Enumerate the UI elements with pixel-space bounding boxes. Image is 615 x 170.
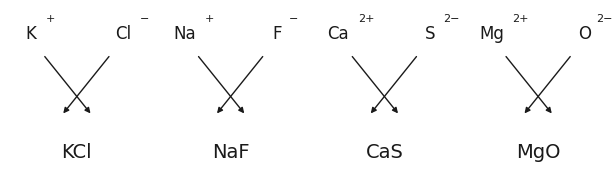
- Text: −: −: [140, 14, 149, 24]
- Text: 2+: 2+: [512, 14, 529, 24]
- Text: F: F: [272, 25, 282, 43]
- Text: MgO: MgO: [516, 143, 560, 163]
- Text: O: O: [577, 25, 591, 43]
- Text: −: −: [289, 14, 298, 24]
- Text: 2+: 2+: [359, 14, 375, 24]
- Text: KCl: KCl: [62, 143, 92, 163]
- Text: +: +: [46, 14, 55, 24]
- Text: CaS: CaS: [365, 143, 403, 163]
- Text: Cl: Cl: [115, 25, 131, 43]
- Text: 2−: 2−: [597, 14, 613, 24]
- Text: Ca: Ca: [327, 25, 349, 43]
- Text: 2−: 2−: [443, 14, 459, 24]
- Text: K: K: [25, 25, 36, 43]
- Text: Mg: Mg: [480, 25, 504, 43]
- Text: +: +: [205, 14, 214, 24]
- Text: NaF: NaF: [212, 143, 250, 163]
- Text: Na: Na: [173, 25, 196, 43]
- Text: S: S: [425, 25, 436, 43]
